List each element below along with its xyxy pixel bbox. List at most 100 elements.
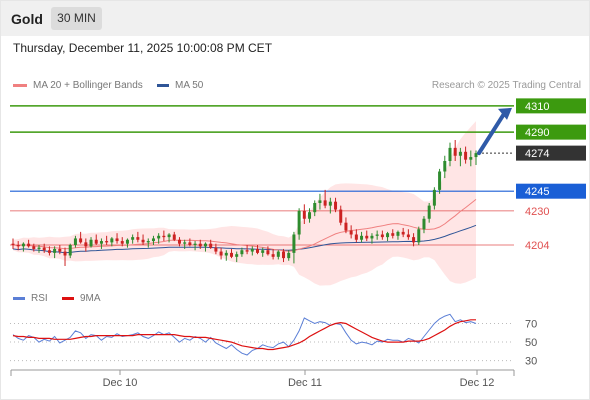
candle-body xyxy=(261,250,265,253)
candle-body xyxy=(344,222,348,231)
candle-body xyxy=(297,210,301,235)
legend-rsi-ma-swatch xyxy=(62,296,74,300)
candle-body xyxy=(47,250,51,253)
candle-body xyxy=(16,245,20,247)
candle-body xyxy=(58,248,62,252)
candle-body xyxy=(339,209,343,223)
rsi-tick-30: 30 xyxy=(525,356,537,368)
candle-body xyxy=(256,248,260,253)
legend-ma50-label: MA 50 xyxy=(175,80,204,91)
candle-body xyxy=(443,161,447,172)
candle-body xyxy=(458,151,462,156)
candle-body xyxy=(151,238,155,242)
legend-rsi-swatch xyxy=(13,296,25,300)
candle-body xyxy=(229,252,233,257)
candle-body xyxy=(110,238,114,243)
candle-body xyxy=(177,239,181,244)
candle-body xyxy=(21,243,25,247)
candle-body xyxy=(380,234,384,238)
candle-body xyxy=(438,171,442,190)
candle-body xyxy=(131,237,135,240)
candle-body xyxy=(209,243,213,248)
legend-ma20-swatch xyxy=(13,83,27,87)
candle-body xyxy=(308,212,312,219)
candle-body xyxy=(375,234,379,236)
candle-body xyxy=(235,254,239,257)
candle-body xyxy=(120,241,124,244)
level-tag-4310 xyxy=(516,98,586,114)
candle-body xyxy=(188,242,192,245)
chart-datetime: Thursday, December 11, 2025 10:00:08 PM … xyxy=(13,41,273,55)
candle-body xyxy=(37,247,41,249)
candle-body xyxy=(287,252,291,259)
legend-ma20: MA 20 + Bollinger Bands xyxy=(13,80,143,91)
candle-body xyxy=(115,238,119,242)
level-label-4245: 4245 xyxy=(525,186,549,198)
candle-body xyxy=(68,245,72,256)
projection-arrow xyxy=(477,111,506,156)
candle-body xyxy=(125,239,129,244)
candle-body xyxy=(79,238,83,243)
rsi-ma-line xyxy=(12,319,476,351)
candle-body xyxy=(105,241,109,243)
candle-body xyxy=(99,241,103,244)
candle-body xyxy=(89,239,93,247)
candle-body xyxy=(53,248,57,253)
candle-body xyxy=(198,243,202,247)
candle-body xyxy=(271,254,275,257)
ma50-line xyxy=(12,224,477,254)
candle-body xyxy=(474,153,478,158)
candle-body xyxy=(162,235,166,238)
candle-body xyxy=(313,203,317,213)
rsi-tick-50: 50 xyxy=(525,337,537,349)
candle-body xyxy=(302,210,306,219)
candle-body xyxy=(167,234,171,238)
candle-body xyxy=(11,243,15,245)
legend-rsi-ma-label: 9MA xyxy=(80,293,101,304)
legend-rsi-label: RSI xyxy=(31,293,48,304)
candle-body xyxy=(328,201,332,206)
candle-body xyxy=(412,237,416,243)
level-tag-4290 xyxy=(516,124,586,140)
candle-body xyxy=(276,251,280,257)
candle-body xyxy=(42,247,46,251)
candle-body xyxy=(406,234,410,238)
header-bar: Gold 30 MIN xyxy=(0,0,590,36)
candle-body xyxy=(453,147,457,156)
candle-body xyxy=(172,234,176,240)
level-label-4274: 4274 xyxy=(525,148,549,160)
candle-body xyxy=(282,251,286,259)
timeframe-button[interactable]: 30 MIN xyxy=(51,7,102,30)
candle-body xyxy=(432,189,436,206)
x-tick-label: Dec 11 xyxy=(288,377,322,389)
candle-body xyxy=(469,157,473,160)
candle-body xyxy=(417,229,421,243)
candle-body xyxy=(422,218,426,230)
candle-body xyxy=(63,251,67,256)
rsi-tick-70: 70 xyxy=(525,319,537,331)
legend-ma50: MA 50 xyxy=(157,80,203,91)
candle-body xyxy=(157,235,161,239)
candle-body xyxy=(464,151,468,160)
candle-body xyxy=(391,233,395,236)
candle-body xyxy=(365,235,369,239)
rsi-line xyxy=(12,313,477,356)
ma20-line xyxy=(12,199,477,252)
candle-body xyxy=(73,238,77,245)
level-label-4204: 4204 xyxy=(525,240,549,252)
legend-ma20-label: MA 20 + Bollinger Bands xyxy=(33,80,143,91)
candle-body xyxy=(219,251,223,256)
candle-body xyxy=(370,235,374,239)
level-label-4310: 4310 xyxy=(525,101,549,113)
candle-body xyxy=(448,147,452,161)
candle-body xyxy=(250,248,254,252)
legend-rsi-ma: 9MA xyxy=(62,293,101,304)
candle-body xyxy=(396,231,400,236)
bollinger-band-area xyxy=(13,121,476,286)
candle-body xyxy=(245,250,249,252)
candle-body xyxy=(193,243,197,245)
candle-body xyxy=(401,231,405,235)
legend-rsi: RSI xyxy=(13,293,48,304)
candle-body xyxy=(32,246,36,249)
